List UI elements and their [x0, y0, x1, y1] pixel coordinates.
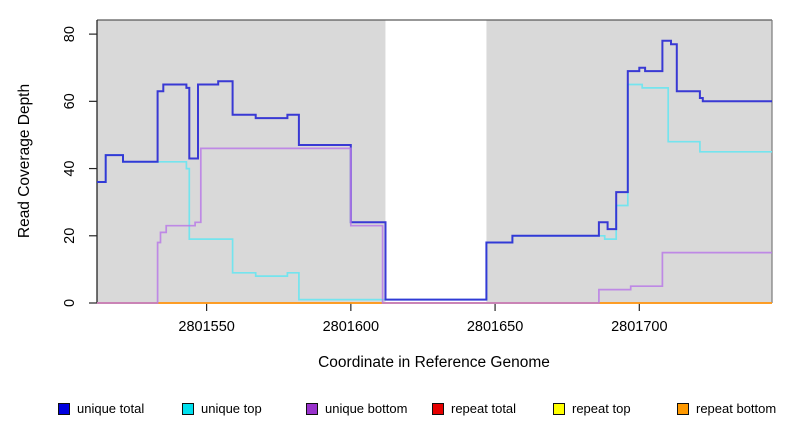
- y-axis-title: Read Coverage Depth: [16, 83, 33, 239]
- series-line-unique-total: [97, 39, 772, 301]
- series-line-unique-bottom: [97, 147, 772, 304]
- masked-region: [385, 20, 487, 303]
- y-tick-label: 20: [62, 228, 78, 244]
- x-tick-label: 2801650: [467, 319, 523, 335]
- y-tick-label: 40: [62, 160, 78, 176]
- y-tick-label: 60: [62, 93, 78, 109]
- x-axis-title: Coordinate in Reference Genome: [318, 354, 550, 371]
- y-tick-label: 80: [62, 26, 78, 42]
- x-tick-label: 2801550: [178, 319, 234, 335]
- y-tick-label: 0: [62, 299, 78, 307]
- x-tick-label: 2801600: [323, 319, 379, 335]
- x-tick-label: 2801700: [611, 319, 667, 335]
